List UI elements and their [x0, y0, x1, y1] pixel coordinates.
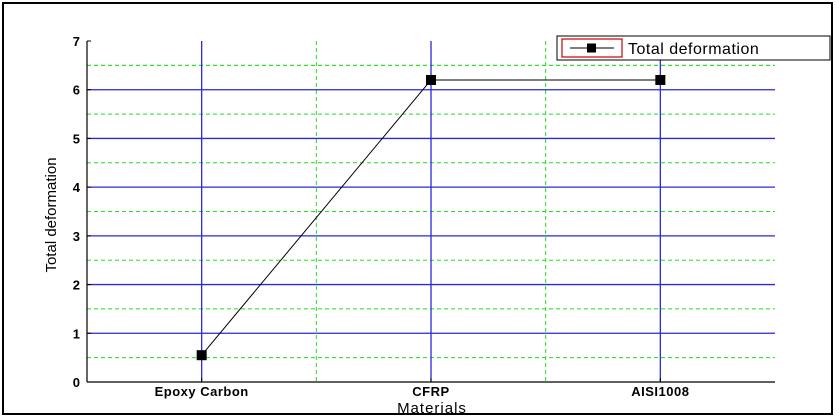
y-tick-label: 0: [73, 375, 80, 390]
data-point: [196, 350, 207, 361]
y-tick-label: 2: [73, 278, 80, 293]
data-point: [426, 74, 436, 85]
x-axis-label: Materials: [397, 400, 467, 417]
chart-frame: [2, 2, 833, 415]
series-points: [196, 74, 666, 361]
y-axis-label: Total deformation: [43, 157, 60, 272]
data-point: [655, 74, 666, 85]
legend: Total deformation: [556, 35, 831, 61]
x-tick-labels: Epoxy Carbon CFRP AISI1008: [155, 384, 689, 399]
y-tick-labels: 0 1 2 3 4 5 6 7: [73, 34, 81, 390]
x-tick-label: Epoxy Carbon: [155, 384, 249, 399]
legend-sample-marker: [587, 43, 596, 53]
series-lines: [201, 79, 661, 356]
y-tick-label: 3: [73, 229, 80, 244]
y-tick-label: 5: [73, 131, 80, 146]
y-tick-label: 1: [73, 326, 80, 341]
x-tick-label: AISI1008: [631, 384, 689, 399]
legend-entry-total-deformation: Total deformation: [628, 41, 759, 58]
major-gridlines: [87, 41, 775, 382]
y-tick-label: 7: [73, 34, 80, 49]
x-tick-label: CFRP: [412, 384, 449, 399]
axes: [86, 40, 775, 383]
y-tick-label: 6: [73, 83, 80, 98]
series-line-segment: [201, 79, 432, 356]
y-tick-label: 4: [73, 180, 81, 195]
legend-sample-frame: [561, 38, 623, 58]
